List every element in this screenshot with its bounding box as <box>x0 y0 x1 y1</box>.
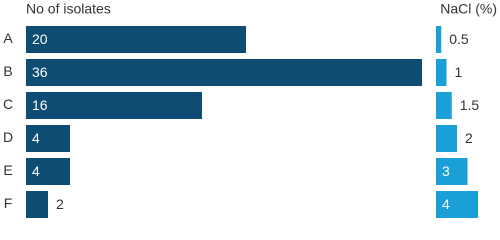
value-label: 16 <box>32 97 48 113</box>
value-label: 0.5 <box>449 31 469 47</box>
bar <box>26 191 48 218</box>
bar <box>436 59 447 86</box>
bar <box>436 92 452 119</box>
chart-title: NaCl (%) <box>440 1 497 17</box>
bar <box>26 92 202 119</box>
category-label: D <box>3 129 13 145</box>
bar <box>26 158 70 185</box>
value-label: 20 <box>32 31 48 47</box>
value-label: 36 <box>32 64 48 80</box>
value-label: 4 <box>32 130 40 146</box>
value-label: 3 <box>442 163 450 179</box>
category-label: F <box>4 195 13 211</box>
bar <box>436 125 457 152</box>
category-label: C <box>3 96 13 112</box>
category-label: E <box>3 162 12 178</box>
chart: No of isolates NaCl (%) A 20 B 36 C 16 D 4 E 4 F 2 0… <box>3 1 497 218</box>
category-label: A <box>3 30 13 46</box>
bar <box>436 26 442 53</box>
bar <box>26 125 70 152</box>
value-label: 1.5 <box>460 97 480 113</box>
chart-title: No of isolates <box>26 1 111 17</box>
value-label: 4 <box>442 196 450 212</box>
bar <box>436 191 478 218</box>
value-label: 2 <box>56 196 64 212</box>
bar <box>436 158 468 185</box>
bar <box>26 26 246 53</box>
value-label: 1 <box>455 64 463 80</box>
value-label: 4 <box>32 163 40 179</box>
value-label: 2 <box>465 130 473 146</box>
category-label: B <box>3 63 12 79</box>
bar <box>26 59 422 86</box>
